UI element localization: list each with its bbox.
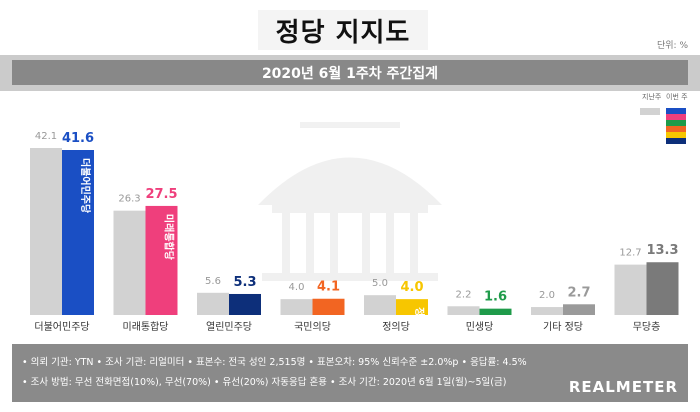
label-curr-5: 1.6	[484, 290, 507, 305]
bar-curr-1	[145, 205, 178, 315]
bar-curr-3	[312, 298, 345, 315]
category-label-2: 열린민주당	[206, 321, 252, 333]
legend-prev-swatch	[640, 108, 660, 115]
chart-subtitle: 2020년 6월 1주차 주간집계	[261, 65, 439, 82]
bar-prev-5	[447, 306, 480, 315]
brand-logo: REALMETER	[568, 378, 678, 396]
background-dome-illustration	[258, 122, 442, 281]
legend-curr-swatch-3	[666, 126, 686, 132]
bar-curr-2	[229, 293, 261, 315]
category-label-6: 기타 정당	[543, 321, 583, 333]
bar-prev-4	[364, 295, 396, 315]
bar-party-mark-4: 정의당	[413, 307, 426, 335]
footer-method-info: • 조사 방법: 무선 전화면접(10%), 무선(70%) • 유선(20%)…	[22, 377, 507, 388]
category-label-5: 민생당	[466, 321, 494, 333]
category-label-3: 국민의당	[294, 321, 331, 333]
bar-curr-6	[563, 304, 595, 315]
unit-label: 단위: %	[656, 41, 688, 51]
legend-curr-swatch-1	[666, 114, 686, 120]
bar-prev-1	[113, 210, 146, 315]
title-box: 정당 지지도	[258, 10, 428, 50]
legend-curr-swatch-0	[666, 108, 686, 114]
bar-party-mark-0: 더불어민주당	[79, 158, 92, 214]
label-prev-6: 2.0	[539, 290, 555, 301]
legend-curr-swatch-5	[666, 138, 686, 144]
bar-prev-7	[614, 264, 647, 315]
bar-party-mark-1: 미래통합당	[163, 214, 176, 261]
label-curr-3: 4.1	[317, 280, 340, 295]
label-curr-6: 2.7	[567, 285, 590, 300]
bar-curr-0	[62, 150, 94, 315]
subtitle-bar: 2020년 6월 1주차 주간집계	[12, 60, 688, 85]
category-label-1: 미래통합당	[123, 321, 169, 333]
label-curr-2: 5.3	[233, 275, 256, 290]
footer: • 의뢰 기관: YTN • 조사 기관: 리얼미터 • 표본수: 전국 성인 …	[12, 344, 688, 402]
label-prev-3: 4.0	[289, 282, 305, 293]
label-prev-5: 2.2	[456, 289, 472, 300]
page-title: 정당 지지도	[275, 17, 411, 48]
footer-survey-info: • 의뢰 기관: YTN • 조사 기관: 리얼미터 • 표본수: 전국 성인 …	[22, 357, 527, 368]
bar-prev-0	[30, 148, 62, 315]
bar-prev-3	[280, 299, 313, 315]
legend-curr-label: 이번 주	[666, 93, 688, 101]
category-label-7: 무당층	[633, 321, 661, 333]
bar-curr-5	[479, 308, 512, 315]
label-prev-4: 5.0	[372, 278, 388, 289]
label-prev-1: 26.3	[118, 194, 140, 205]
label-prev-0: 42.1	[35, 131, 57, 142]
legend-curr-swatch-2	[666, 120, 686, 126]
bar-curr-7	[646, 262, 679, 315]
bar-prev-6	[531, 307, 563, 315]
label-curr-4: 4.0	[400, 280, 423, 295]
label-prev-7: 12.7	[619, 248, 641, 259]
category-label-4: 정의당	[382, 321, 410, 333]
category-label-0: 더불어민주당	[34, 321, 89, 333]
label-curr-7: 13.3	[646, 243, 678, 258]
bar-prev-2	[197, 292, 229, 315]
label-curr-0: 41.6	[62, 131, 94, 146]
legend-curr-swatch-4	[666, 132, 686, 138]
bar-curr-4	[396, 299, 428, 315]
legend-prev-label: 지난주	[642, 93, 662, 101]
label-prev-2: 5.6	[205, 276, 221, 287]
label-curr-1: 27.5	[145, 187, 177, 202]
